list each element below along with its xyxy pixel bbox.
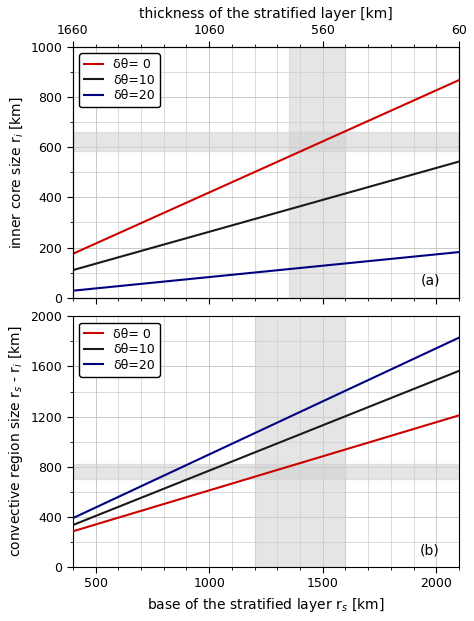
Bar [255, 316, 346, 567]
Bar [73, 465, 459, 479]
Bar [73, 132, 459, 151]
X-axis label: base of the stratified layer r$_s$ [km]: base of the stratified layer r$_s$ [km] [147, 596, 384, 614]
Legend: δθ= 0, δθ=10, δθ=20: δθ= 0, δθ=10, δθ=20 [79, 322, 160, 376]
Text: (a): (a) [420, 274, 440, 288]
Legend: δθ= 0, δθ=10, δθ=20: δθ= 0, δθ=10, δθ=20 [79, 53, 160, 107]
X-axis label: thickness of the stratified layer [km]: thickness of the stratified layer [km] [139, 7, 393, 21]
Bar [289, 47, 346, 297]
Y-axis label: convective region size r$_s$ - r$_i$ [km]: convective region size r$_s$ - r$_i$ [km… [7, 326, 25, 558]
Y-axis label: inner core size r$_i$ [km]: inner core size r$_i$ [km] [8, 96, 25, 249]
Text: (b): (b) [420, 543, 440, 557]
